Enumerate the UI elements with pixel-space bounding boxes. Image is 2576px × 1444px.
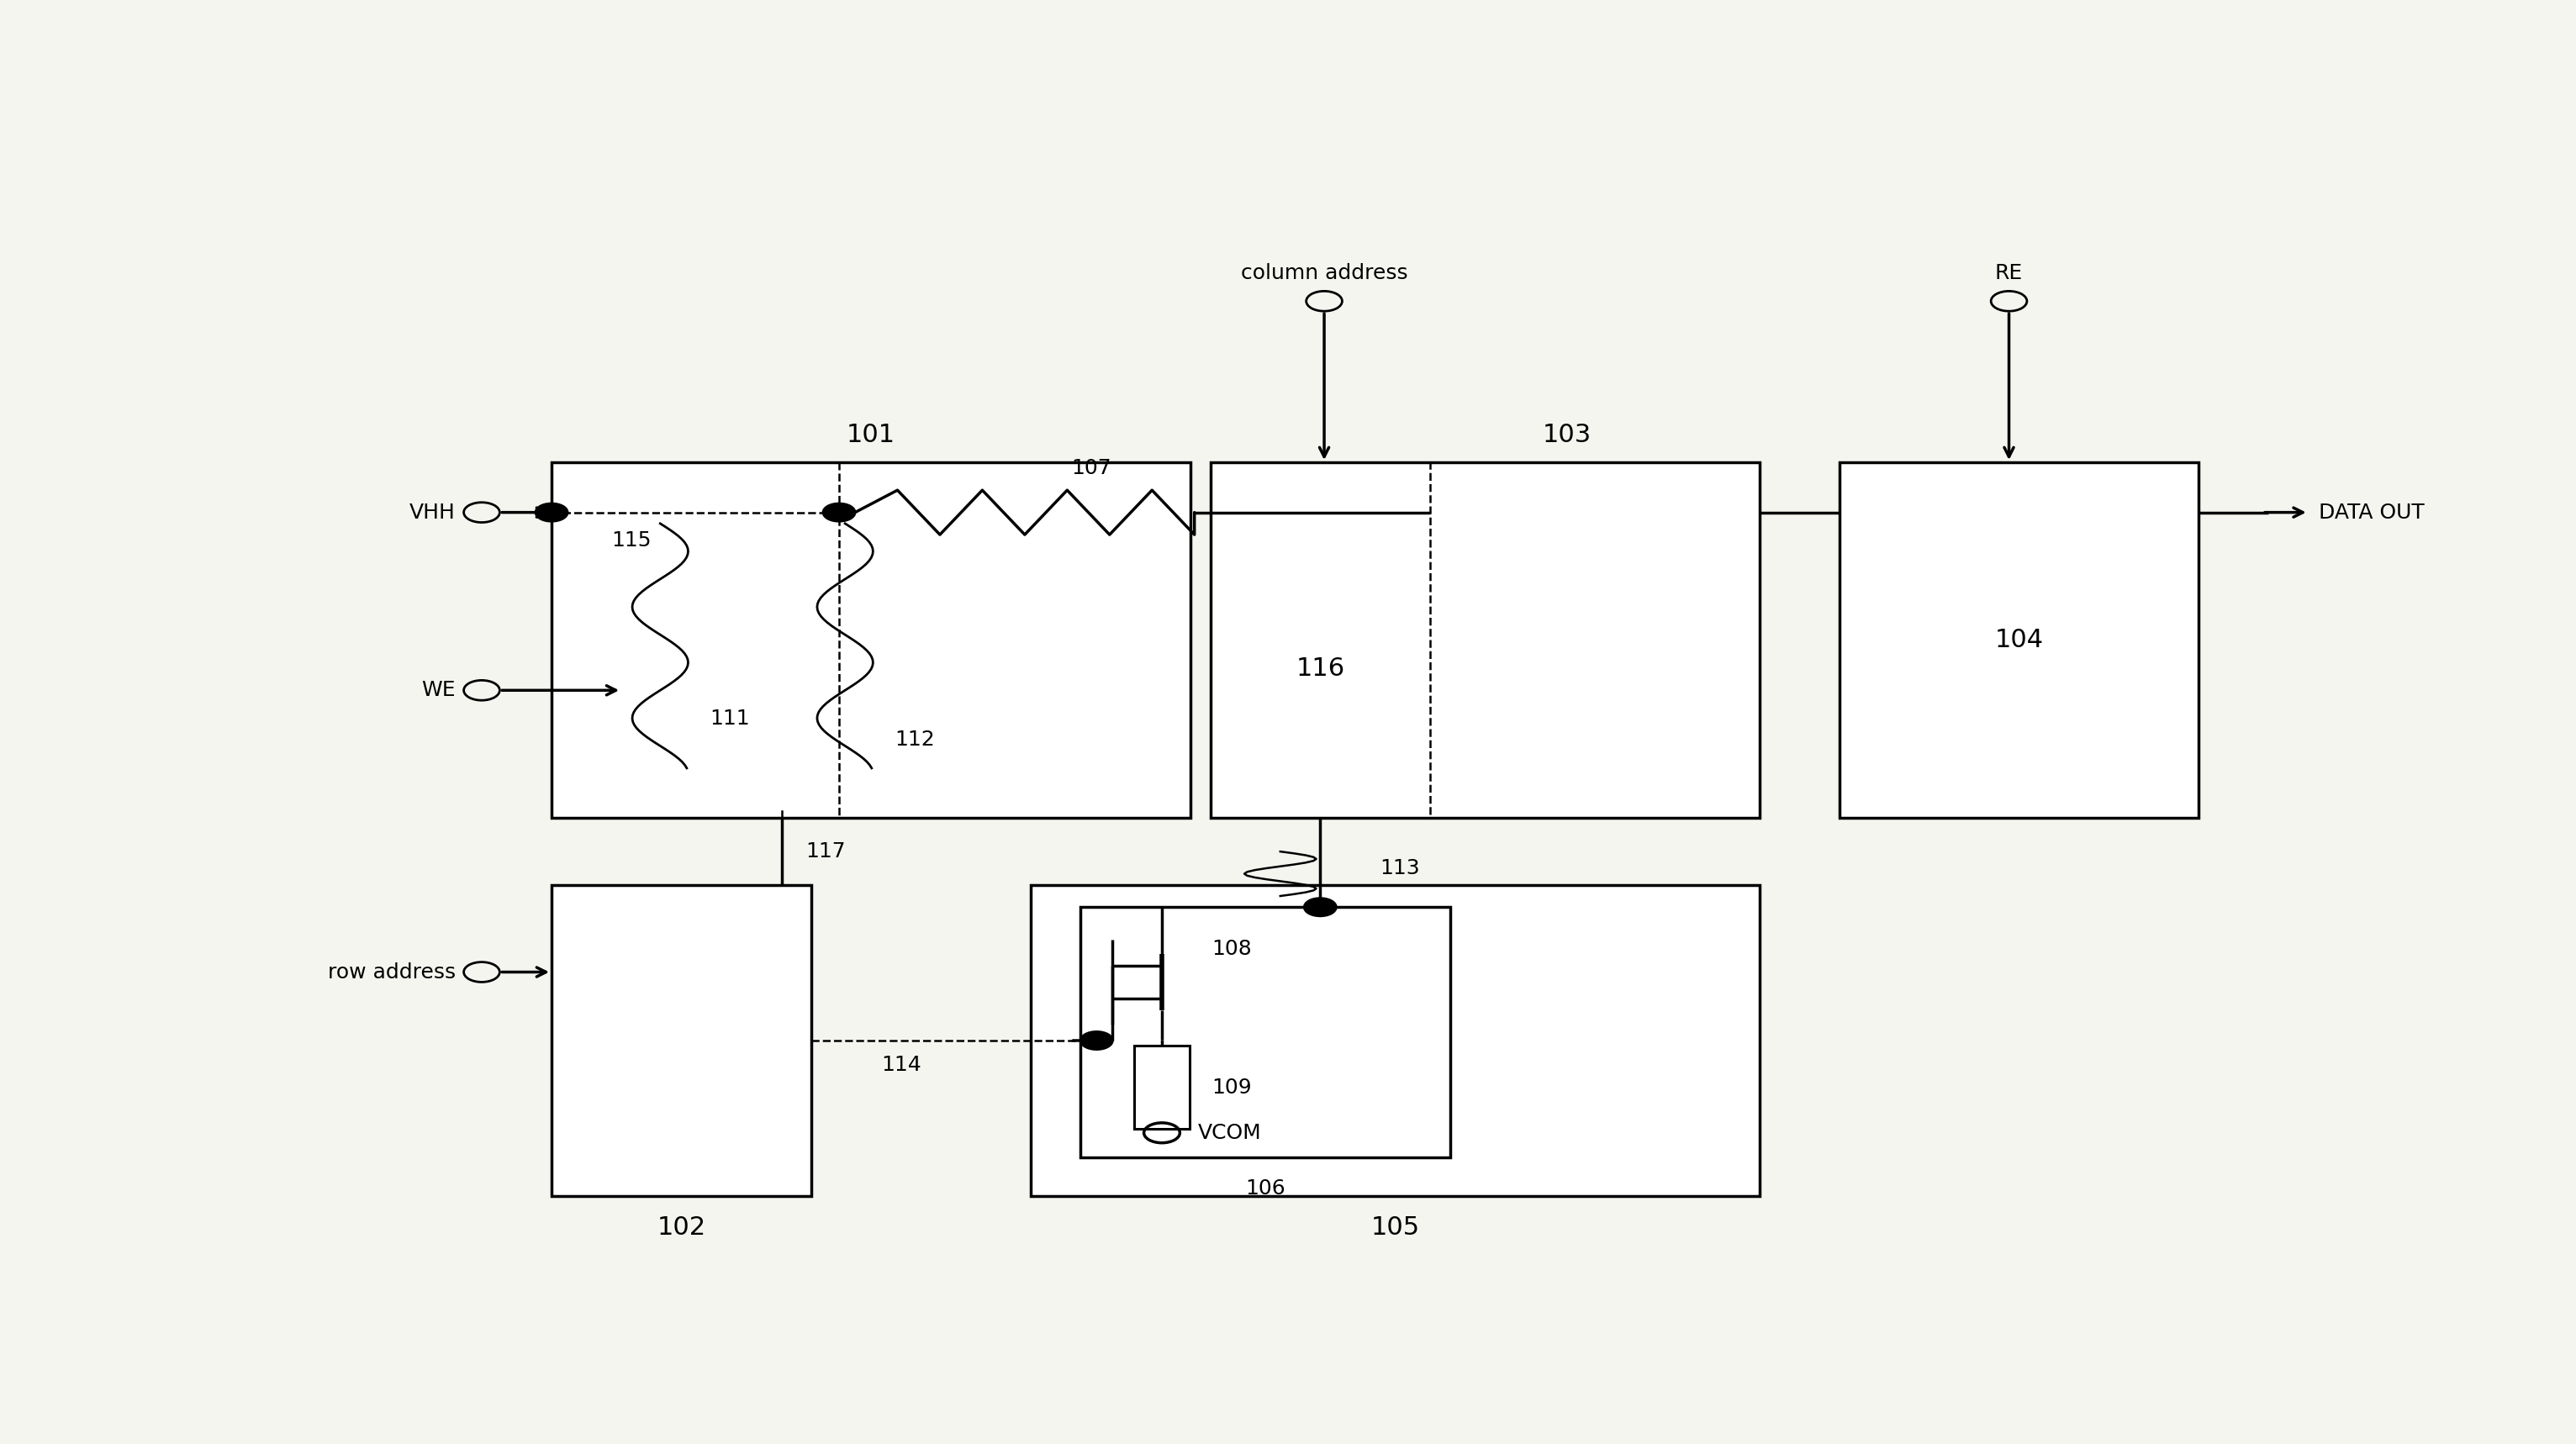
Bar: [840, 462, 1190, 819]
Circle shape: [536, 504, 567, 521]
Bar: [1133, 1045, 1190, 1129]
Bar: [551, 885, 811, 1196]
Bar: [1030, 885, 1759, 1196]
Text: 101: 101: [848, 423, 896, 446]
Bar: [1211, 462, 1430, 819]
Bar: [1211, 462, 1759, 819]
Text: 106: 106: [1244, 1178, 1285, 1199]
Text: 103: 103: [1543, 423, 1592, 446]
Text: WE: WE: [422, 680, 456, 700]
Text: 113: 113: [1381, 858, 1419, 878]
Text: row address: row address: [327, 962, 456, 982]
Text: 104: 104: [1994, 628, 2043, 653]
Text: DATA OUT: DATA OUT: [2318, 503, 2424, 523]
Text: 109: 109: [1211, 1077, 1252, 1097]
Text: 107: 107: [1072, 458, 1113, 478]
Text: 111: 111: [711, 709, 750, 729]
Circle shape: [1082, 1031, 1113, 1050]
Circle shape: [1303, 898, 1337, 915]
Text: 102: 102: [657, 1216, 706, 1239]
Text: 112: 112: [894, 729, 935, 749]
Text: RE: RE: [1994, 263, 2022, 283]
Text: 117: 117: [806, 842, 845, 862]
Text: VHH: VHH: [410, 503, 456, 523]
Text: 116: 116: [1296, 657, 1345, 682]
Bar: [551, 462, 1190, 819]
Text: 108: 108: [1211, 939, 1252, 959]
Text: 115: 115: [611, 530, 652, 550]
Circle shape: [824, 504, 855, 521]
Text: 114: 114: [881, 1056, 922, 1076]
Bar: [1839, 462, 2197, 819]
Text: VCOM: VCOM: [1198, 1123, 1262, 1142]
Text: column address: column address: [1242, 263, 1406, 283]
Bar: [1082, 907, 1450, 1157]
Text: 105: 105: [1370, 1216, 1419, 1239]
